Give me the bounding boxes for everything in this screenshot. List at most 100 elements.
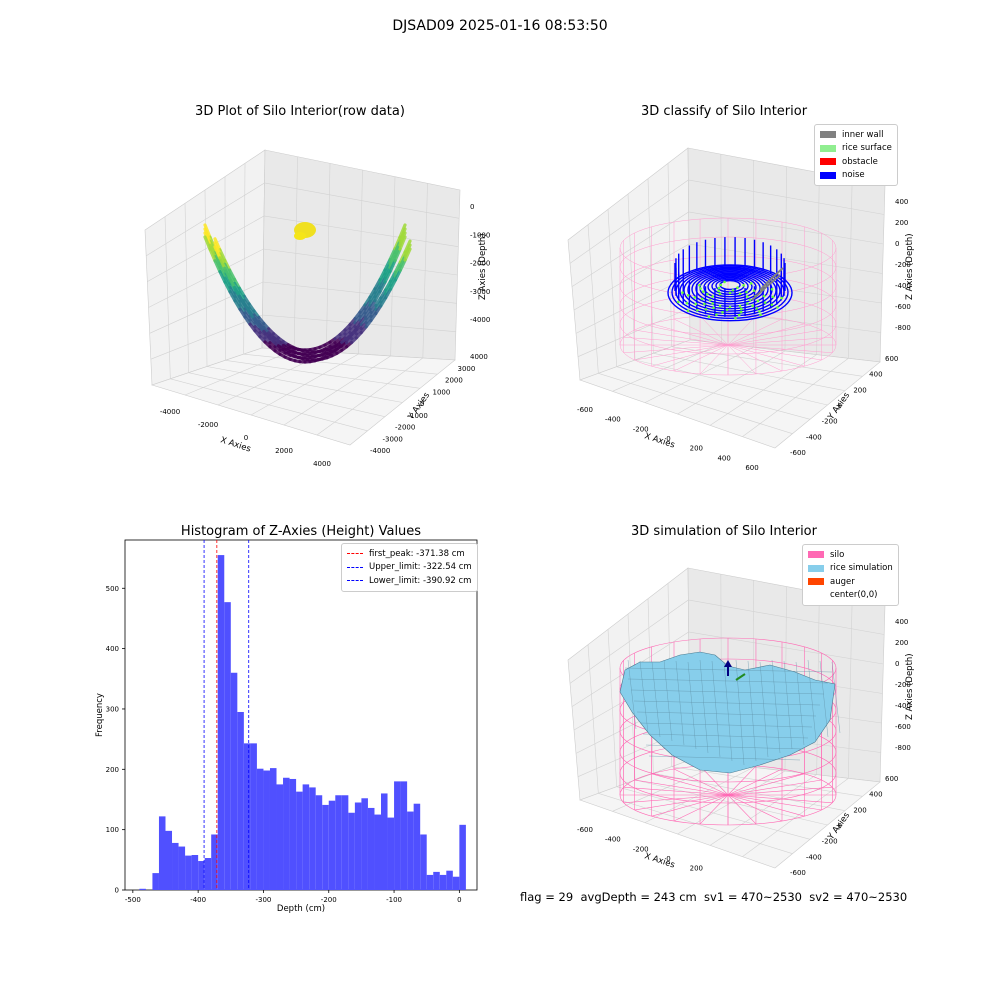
y-tick-label: 500 [106,585,119,593]
y-tick-label: 200 [106,766,119,774]
legend-swatch [820,171,836,179]
tick-label: 400 [895,198,908,206]
x-tick-label: -200 [321,896,337,904]
auger-marker [724,660,746,681]
tick-label: -4000 [470,316,490,324]
histogram-bar [407,811,414,890]
tick-label: 200 [690,865,703,873]
tick-label: -400 [806,853,822,861]
tick-label: -400 [605,836,621,844]
tick-label: 4000 [313,460,331,468]
tick-label: -600 [895,723,911,731]
tick-label: -200 [822,418,838,426]
histogram-bar [269,768,277,890]
tick-label: -2000 [470,260,490,268]
tick-label: 2000 [445,377,463,385]
legend-item-first-peak: first_peak: -371.38 cm [347,547,472,561]
z-axis-label: Z Axies (Depth) [478,233,488,300]
tick-label: 4000 [470,353,488,361]
legend-item-inner-wall: inner wall [820,128,892,142]
legend-label: noise [842,170,865,181]
tick-label: -800 [895,324,911,332]
x-tick-label: -400 [190,896,206,904]
tick-label: 600 [885,775,898,783]
y-tick-label: 300 [106,705,119,713]
tick-label: 400 [895,618,908,626]
histogram-bar [198,861,205,890]
rice-simulation-surface [619,651,841,774]
legend-item-silo: silo [808,548,893,562]
grid-lines [146,156,460,436]
legend-label: inner wall [842,129,884,140]
panel4-title: 3D simulation of Silo Interior [631,524,817,539]
tick-label: 400 [717,454,730,462]
tick-label: 0 [420,400,424,408]
legend-line [347,566,363,568]
histogram-bar [263,770,270,890]
histogram-chart: -500 -400 -300 -200 -100 0 0 100 200 300 400 500 D… [95,539,478,914]
z-axis-label: Z Axies (Depth) [905,653,915,720]
legend-swatch [820,131,836,139]
legend-item-rice-simulation: rice simulation [808,562,893,576]
tick-label: -2000 [395,424,415,432]
histogram-bar [315,795,323,890]
x-tick-labels: -600 -400 -200 0 200 400 600 [577,406,759,470]
z-tick-labels: -800 -600 -400 -200 0 200 400 [895,618,911,752]
histogram-bar [185,855,192,890]
x-tick-label: 0 [457,896,461,904]
tick-label: 1000 [433,388,451,396]
classify-legend: inner wall rice surface obstacle noise [814,124,898,186]
legend-item-noise: noise [820,169,892,183]
legend-label: auger [830,576,855,587]
legend-label: rice surface [842,143,892,154]
legend-item-lower-limit: Lower_limit: -390.92 cm [347,574,472,588]
tick-label: -600 [790,449,806,457]
legend-label: first_peak: -371.38 cm [369,548,465,559]
y-tick-labels: -4000 -3000 -2000 -1000 0 1000 2000 3000 4000 [370,353,488,455]
histogram-bar [439,874,447,890]
tick-label: -400 [605,416,621,424]
legend-item-obstacle: obstacle [820,155,892,169]
histogram-bar [243,743,251,890]
histogram-bar [374,814,381,890]
status-text: flag = 29 avgDepth = 243 cm sv1 = 470~25… [520,890,908,904]
histogram-bar [191,855,199,890]
histogram-bar [256,768,264,890]
legend-item-rice-surface: rice surface [820,142,892,156]
histogram-bar [426,874,434,890]
tick-label: -600 [895,303,911,311]
histogram-bar [446,870,453,890]
axes-panes [144,149,461,446]
tick-label: 0 [838,402,842,410]
x-tick-label: -300 [256,896,272,904]
tick-label: -600 [577,406,593,414]
histogram-bar [354,802,362,890]
histogram-bar [204,858,212,890]
histogram-bar [335,795,342,890]
legend-swatch [820,144,836,152]
y-tick-label: 0 [115,887,119,895]
tick-label: 600 [885,355,898,363]
legend-line [347,553,363,555]
simulation-legend: silo rice simulation auger center(0,0) [802,544,899,606]
x-axis-label: X Axies [643,851,676,870]
z-axis-label: Z Axies (Depth) [905,233,915,300]
tick-label: 400 [869,371,882,379]
tick-label: 0 [895,660,899,668]
histogram-bar [217,555,225,890]
histogram-bar [433,871,440,890]
legend-line [347,580,363,582]
tick-label: 0 [838,822,842,830]
z-tick-labels: -4000 -3000 -2000 -1000 0 [470,203,490,324]
tick-label: 200 [895,639,908,647]
histogram-bar [413,803,421,890]
histogram-bar [309,787,316,890]
histogram-bar [237,711,244,890]
tick-label: 0 [666,435,670,443]
raw-data-3d-plot: -4000 -2000 0 2000 4000 -4000 -3000 -2000 -1000… [144,149,490,468]
histogram-bar [276,784,284,890]
legend-label: silo [830,549,845,560]
figure-title: DJSAD09 2025-01-16 08:53:50 [392,18,608,34]
